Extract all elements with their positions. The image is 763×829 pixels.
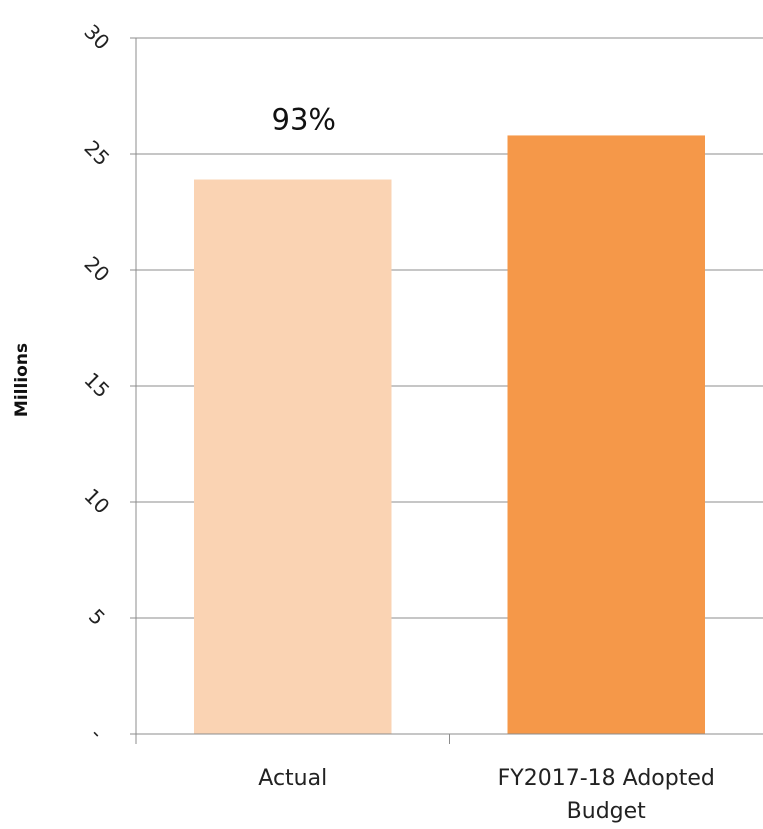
axes xyxy=(130,37,763,744)
data-label: 93% xyxy=(272,103,336,137)
y-axis-title: Millions xyxy=(12,343,32,417)
y-tick-label: 10 xyxy=(79,484,114,519)
bar-2 xyxy=(507,135,706,734)
x-category-label: Actual xyxy=(258,766,327,791)
bars xyxy=(193,135,706,734)
x-category-label: FY2017-18 Adopted xyxy=(498,766,715,791)
x-category-label: Budget xyxy=(567,799,647,824)
y-tick-label: 5 xyxy=(84,604,110,630)
y-tick-label: 15 xyxy=(79,368,114,403)
y-tick-label: - xyxy=(86,722,108,744)
bar-1 xyxy=(193,179,392,734)
y-tick-label: 20 xyxy=(79,252,114,287)
y-tick-label: 30 xyxy=(79,20,114,55)
y-tick-label: 25 xyxy=(79,136,114,171)
